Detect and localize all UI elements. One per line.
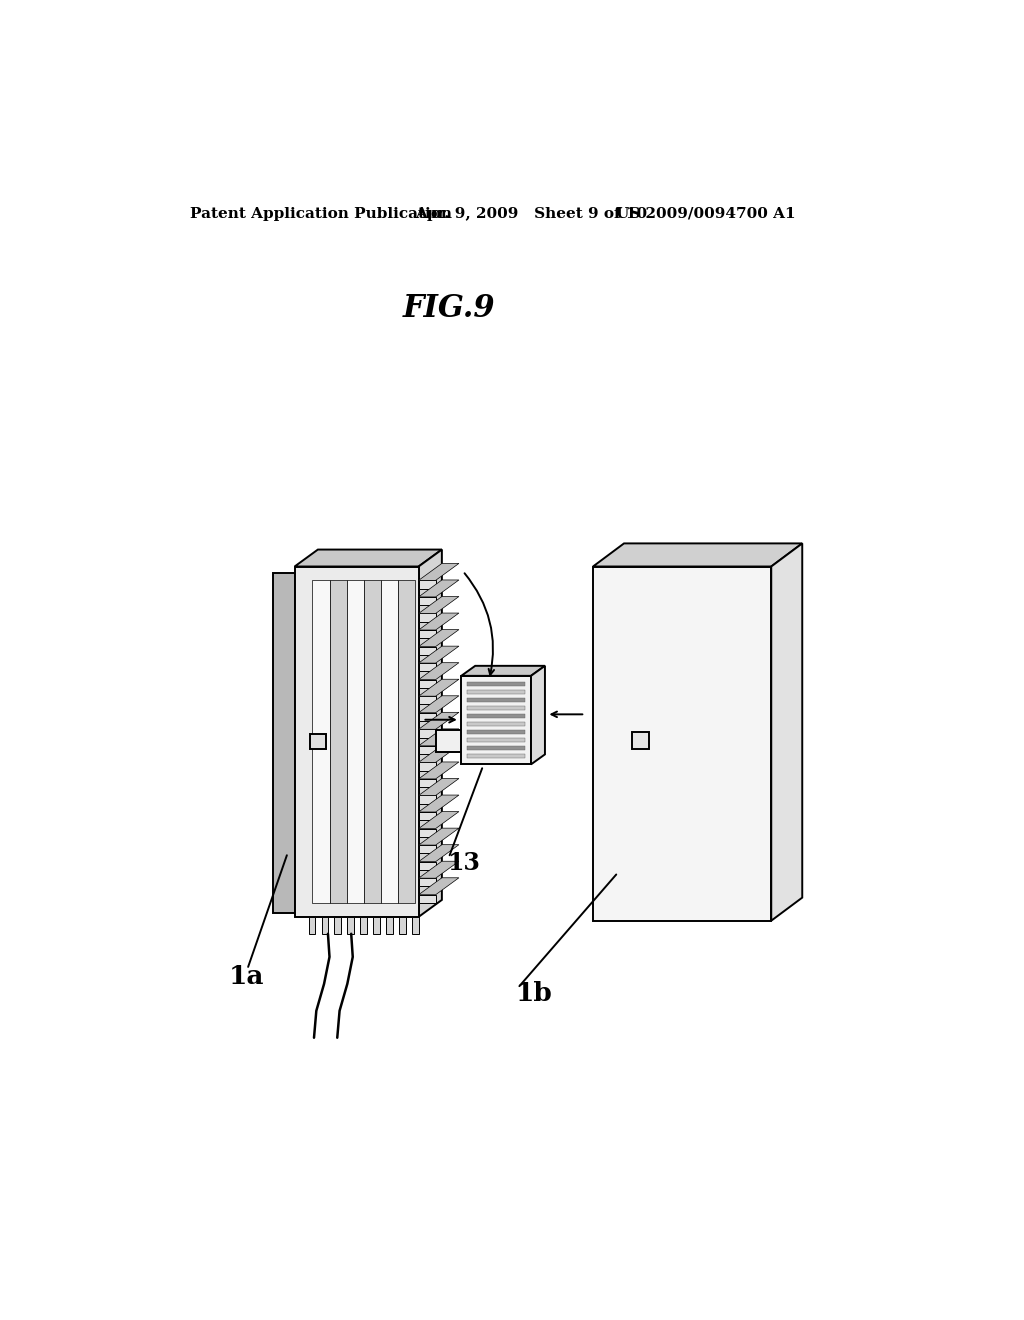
Polygon shape xyxy=(419,630,459,647)
Polygon shape xyxy=(531,665,545,764)
Text: 1a: 1a xyxy=(228,965,264,990)
Polygon shape xyxy=(419,597,435,605)
Polygon shape xyxy=(308,917,315,933)
Polygon shape xyxy=(419,713,459,729)
Polygon shape xyxy=(312,581,330,903)
Polygon shape xyxy=(419,829,435,837)
Polygon shape xyxy=(419,680,435,688)
Polygon shape xyxy=(419,581,435,589)
Polygon shape xyxy=(419,564,459,581)
Polygon shape xyxy=(322,917,328,933)
Polygon shape xyxy=(419,746,459,763)
Polygon shape xyxy=(419,795,459,812)
Polygon shape xyxy=(419,579,459,597)
Polygon shape xyxy=(419,895,435,903)
Polygon shape xyxy=(419,614,435,622)
Polygon shape xyxy=(330,581,346,903)
Polygon shape xyxy=(419,878,435,887)
Polygon shape xyxy=(419,663,435,672)
Polygon shape xyxy=(419,612,459,630)
Polygon shape xyxy=(412,917,419,933)
Text: 13: 13 xyxy=(447,851,480,875)
Polygon shape xyxy=(419,696,435,705)
Bar xyxy=(632,733,649,748)
Polygon shape xyxy=(335,917,341,933)
Polygon shape xyxy=(381,581,397,903)
Polygon shape xyxy=(295,566,419,917)
Bar xyxy=(467,690,524,694)
Polygon shape xyxy=(364,581,381,903)
Polygon shape xyxy=(419,663,459,680)
Polygon shape xyxy=(419,597,459,614)
Polygon shape xyxy=(419,696,459,713)
Polygon shape xyxy=(435,730,463,751)
Polygon shape xyxy=(419,713,435,721)
Polygon shape xyxy=(593,544,802,566)
Polygon shape xyxy=(419,729,435,738)
Polygon shape xyxy=(419,762,459,779)
Polygon shape xyxy=(419,812,459,829)
Bar xyxy=(467,746,524,750)
Polygon shape xyxy=(419,845,459,862)
Polygon shape xyxy=(419,861,459,878)
Polygon shape xyxy=(386,917,393,933)
Polygon shape xyxy=(461,665,545,676)
Text: US 2009/0094700 A1: US 2009/0094700 A1 xyxy=(616,207,796,220)
Bar xyxy=(467,738,524,742)
Text: Patent Application Publication: Patent Application Publication xyxy=(190,207,452,220)
Polygon shape xyxy=(419,812,435,820)
Polygon shape xyxy=(419,763,435,771)
Polygon shape xyxy=(397,581,415,903)
Polygon shape xyxy=(346,581,364,903)
Polygon shape xyxy=(374,917,380,933)
Polygon shape xyxy=(399,917,406,933)
Bar xyxy=(467,714,524,718)
Text: 1b: 1b xyxy=(515,981,552,1006)
Polygon shape xyxy=(419,729,459,746)
Polygon shape xyxy=(419,647,435,655)
Bar xyxy=(467,730,524,734)
Polygon shape xyxy=(419,630,435,639)
Text: Apr. 9, 2009   Sheet 9 of 10: Apr. 9, 2009 Sheet 9 of 10 xyxy=(415,207,647,220)
Bar xyxy=(310,734,326,750)
Bar xyxy=(467,754,524,758)
Polygon shape xyxy=(419,779,459,796)
Polygon shape xyxy=(419,680,459,696)
Polygon shape xyxy=(419,779,435,787)
Polygon shape xyxy=(419,828,459,845)
Polygon shape xyxy=(360,917,367,933)
Bar xyxy=(467,682,524,686)
Polygon shape xyxy=(771,544,802,921)
Polygon shape xyxy=(419,845,435,853)
Polygon shape xyxy=(419,549,442,917)
Polygon shape xyxy=(273,573,295,913)
Polygon shape xyxy=(419,878,459,895)
Bar xyxy=(467,722,524,726)
Polygon shape xyxy=(419,647,459,663)
Polygon shape xyxy=(347,917,354,933)
Polygon shape xyxy=(461,676,531,764)
Polygon shape xyxy=(295,549,442,566)
Polygon shape xyxy=(419,746,435,754)
Polygon shape xyxy=(419,862,435,870)
Text: FIG.9: FIG.9 xyxy=(403,293,496,323)
Polygon shape xyxy=(419,796,435,804)
Polygon shape xyxy=(593,566,771,921)
Bar xyxy=(467,706,524,710)
Bar xyxy=(467,698,524,702)
